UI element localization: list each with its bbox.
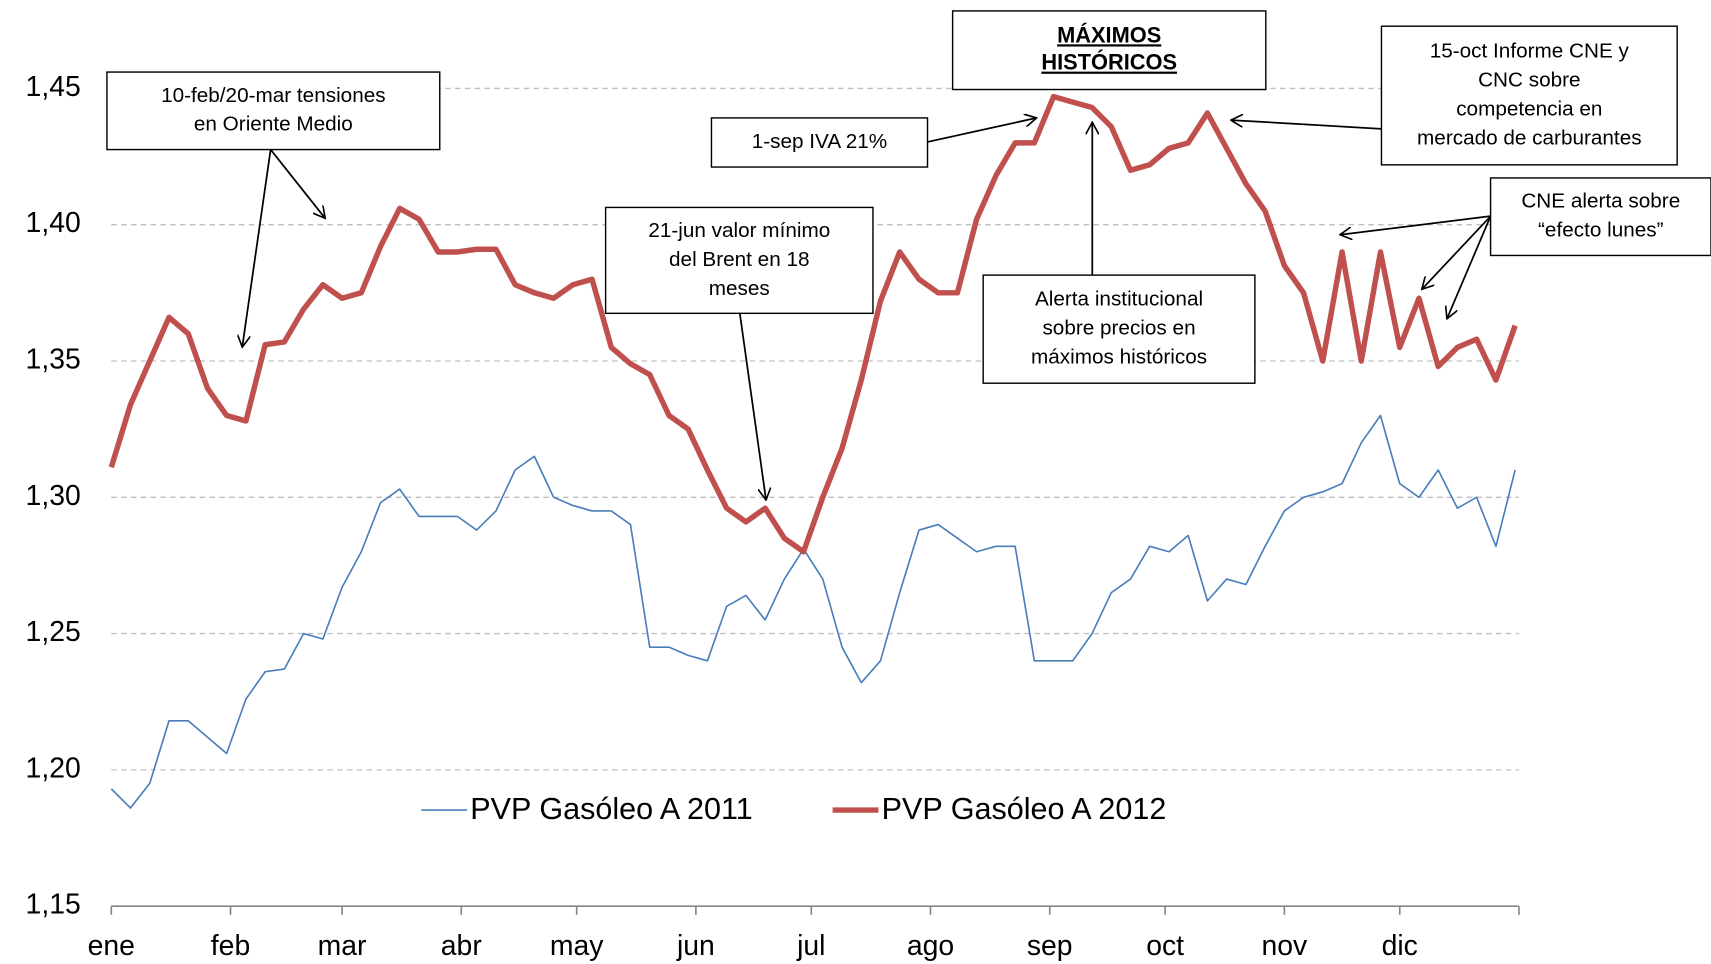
annotation-text: máximos históricos	[1031, 346, 1207, 369]
annotation-text: Alerta institucional	[1035, 288, 1203, 311]
series-line	[110, 414, 1516, 809]
annotation-box	[1380, 25, 1678, 166]
y-tick-label: 1,45	[26, 71, 81, 103]
annotation-text: “efecto lunes”	[1538, 219, 1664, 242]
x-tick-label: nov	[1261, 930, 1308, 962]
arrows	[242, 118, 1492, 500]
annotation-box	[106, 71, 441, 151]
x-tick-label: abr	[441, 930, 482, 962]
annotation-box	[1489, 177, 1711, 257]
x-tick-label: mar	[318, 930, 367, 962]
annotation-text: sobre precios en	[1042, 317, 1195, 340]
x-tick-label: oct	[1146, 930, 1184, 962]
arrow	[242, 149, 272, 348]
arrow	[269, 149, 326, 219]
annotation-text: mercado de carburantes	[1417, 126, 1642, 149]
y-tick-label: 1,40	[26, 207, 81, 239]
x-tick-label: sep	[1027, 930, 1073, 962]
annotation-text: 10-feb/20-mar tensiones	[161, 84, 386, 107]
legend-label: PVP Gasóleo A 2011	[470, 792, 752, 826]
annotation-box	[982, 274, 1256, 384]
x-tick-label: ago	[907, 930, 954, 962]
series-line	[108, 93, 1518, 555]
annotation-text: 21-jun valor mínimo	[648, 219, 830, 242]
x-tick-label: dic	[1382, 930, 1418, 962]
annotations: 10-feb/20-mar tensiones en Oriente Medio 1…	[106, 10, 1711, 384]
arrow	[1447, 215, 1492, 319]
annotation-text: HISTÓRICOS	[1041, 50, 1177, 75]
y-tick-label: 1,35	[26, 343, 81, 375]
annotation-text: competencia en	[1456, 97, 1602, 120]
annotation-text: del Brent en 18	[669, 248, 809, 271]
x-tick-label: ene	[88, 930, 135, 962]
y-tick-label: 1,25	[26, 616, 81, 648]
arrow	[1340, 215, 1491, 235]
annotation-box	[604, 206, 874, 315]
annotation-text: MÁXIMOS	[1057, 22, 1161, 47]
y-tick-label: 1,30	[26, 480, 81, 512]
legend-label: PVP Gasóleo A 2012	[882, 792, 1167, 826]
x-tick-label: jun	[676, 930, 715, 962]
plot-area: 1,15 1,20 1,25 1,30 1,35 1,40 1,45 ene feb mar abr…	[26, 71, 1520, 962]
y-tick-label: 1,20	[26, 752, 81, 784]
arrow	[1422, 215, 1492, 289]
annotation-text: meses	[709, 277, 770, 300]
annotation-box	[951, 10, 1267, 91]
annotation-text: CNC sobre	[1478, 69, 1580, 92]
x-tick-label: jul	[796, 930, 825, 962]
annotation-text: CNE alerta sobre	[1521, 190, 1680, 213]
y-tick-label: 1,15	[26, 889, 81, 921]
annotation-box	[710, 117, 929, 168]
x-tick-label: feb	[211, 930, 250, 962]
annotation-text: 1-sep IVA 21%	[752, 130, 887, 153]
arrow	[738, 313, 766, 500]
arrow	[927, 118, 1037, 143]
annotation-text: en Oriente Medio	[194, 113, 353, 136]
x-tick-label: may	[550, 930, 604, 962]
annotation-text: 15-oct Informe CNE y	[1430, 40, 1630, 63]
arrow	[1231, 120, 1382, 130]
